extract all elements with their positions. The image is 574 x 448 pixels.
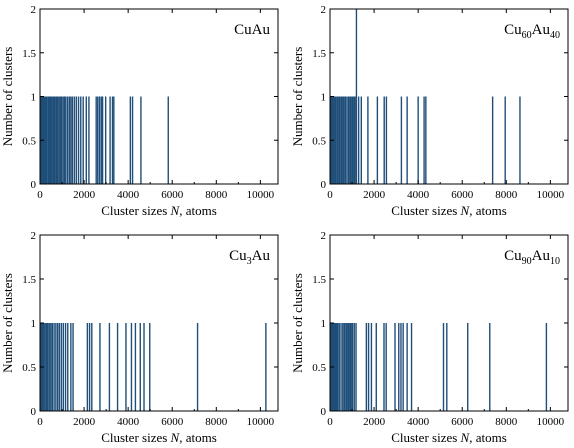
y-tick-label: 1.5 — [312, 274, 326, 286]
x-axis-label: Cluster sizes N, atoms — [391, 430, 507, 445]
chart-panel-1: 0 2000 4000 6000 8000 10000 0 0.5 1 1.5 2 Cluster s… — [0, 4, 279, 218]
y-tick-label: 0 — [31, 406, 37, 418]
y-tick-label: 1 — [31, 92, 37, 104]
x-tick-label: 0 — [327, 189, 333, 201]
y-tick-label: 0.5 — [22, 362, 36, 374]
x-tick-label: 2000 — [363, 189, 386, 201]
composition-label: CuAu — [234, 22, 270, 38]
y-tick-label: 0 — [321, 179, 327, 191]
x-tick-label: 8000 — [495, 416, 518, 428]
y-tick-label: 2 — [321, 230, 327, 242]
y-tick-label: 2 — [31, 230, 37, 242]
chart-panel-3: 0 2000 4000 6000 8000 10000 0 0.5 1 1.5 2 Cluster s… — [0, 230, 279, 445]
composition-label: Cu3Au — [229, 248, 270, 267]
x-tick-label: 10000 — [537, 416, 565, 428]
y-axis-label: Number of clusters — [290, 47, 305, 147]
x-tick-label: 2000 — [363, 416, 386, 428]
chart-panel-4: 0 2000 4000 6000 8000 10000 0 0.5 1 1.5 2 Cluster s… — [290, 230, 569, 445]
x-tick-label: 0 — [37, 189, 43, 201]
y-tick-label: 2 — [31, 4, 37, 16]
y-axis-label: Number of clusters — [0, 273, 15, 373]
x-tick-label: 8000 — [205, 416, 228, 428]
x-tick-label: 4000 — [407, 189, 430, 201]
x-tick-label: 10000 — [247, 189, 275, 201]
x-tick-label: 8000 — [205, 189, 228, 201]
y-axis-label: Number of clusters — [290, 273, 305, 373]
composition-label: Cu60Au40 — [504, 22, 560, 41]
x-tick-label: 0 — [37, 416, 43, 428]
y-tick-label: 1.5 — [312, 48, 326, 60]
y-tick-label: 1.5 — [22, 274, 36, 286]
y-tick-label: 1 — [31, 318, 37, 330]
x-tick-label: 4000 — [117, 189, 140, 201]
x-axis-label: Cluster sizes N, atoms — [101, 430, 217, 445]
x-tick-label: 8000 — [495, 189, 518, 201]
x-tick-label: 2000 — [73, 416, 96, 428]
x-tick-label: 6000 — [451, 189, 474, 201]
y-tick-label: 1 — [321, 318, 327, 330]
x-tick-label: 10000 — [537, 189, 565, 201]
composition-label: Cu90Au10 — [504, 248, 560, 267]
y-tick-label: 0.5 — [312, 362, 326, 374]
y-tick-label: 1 — [321, 92, 327, 104]
x-axis-label: Cluster sizes N, atoms — [391, 203, 507, 218]
y-tick-label: 0.5 — [22, 135, 36, 147]
chart-panel-2: 0 2000 4000 6000 8000 10000 0 0.5 1 1.5 2 Cluster s… — [290, 4, 569, 218]
y-tick-label: 0 — [321, 406, 327, 418]
y-tick-label: 0.5 — [312, 135, 326, 147]
x-tick-label: 6000 — [161, 416, 184, 428]
x-tick-label: 4000 — [407, 416, 430, 428]
y-tick-label: 0 — [31, 179, 37, 191]
x-tick-label: 2000 — [73, 189, 96, 201]
y-tick-label: 2 — [321, 4, 327, 16]
x-tick-label: 6000 — [161, 189, 184, 201]
x-tick-label: 4000 — [117, 416, 140, 428]
x-axis-label: Cluster sizes N, atoms — [101, 203, 217, 218]
y-axis-label: Number of clusters — [0, 47, 15, 147]
y-tick-label: 1.5 — [22, 48, 36, 60]
x-tick-label: 0 — [327, 416, 333, 428]
x-tick-label: 6000 — [451, 416, 474, 428]
x-tick-label: 10000 — [247, 416, 275, 428]
